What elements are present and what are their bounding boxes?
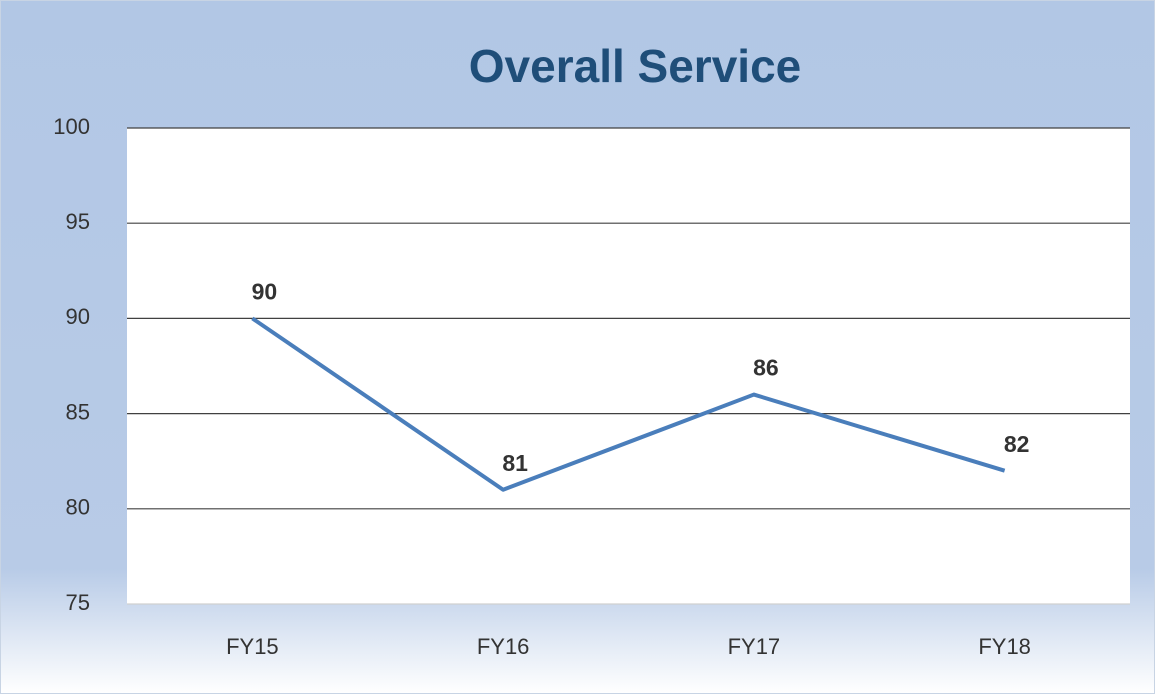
data-label: 82 <box>1004 431 1030 457</box>
data-label: 86 <box>753 355 779 381</box>
y-tick-label: 95 <box>66 209 90 234</box>
y-tick-label: 90 <box>66 304 90 329</box>
x-tick-label: FY15 <box>226 634 279 659</box>
y-tick-label: 85 <box>66 399 90 424</box>
data-label: 81 <box>502 450 528 476</box>
plot-area <box>127 128 1130 604</box>
data-line <box>251 316 1006 492</box>
chart-title: Overall Service <box>469 40 801 92</box>
data-label: 90 <box>252 278 278 304</box>
y-tick-label: 75 <box>66 590 90 615</box>
x-tick-label: FY16 <box>477 634 530 659</box>
x-tick-label: FY17 <box>728 634 781 659</box>
y-tick-label: 80 <box>66 495 90 520</box>
y-tick-label: 100 <box>53 114 90 139</box>
x-tick-label: FY18 <box>978 634 1031 659</box>
